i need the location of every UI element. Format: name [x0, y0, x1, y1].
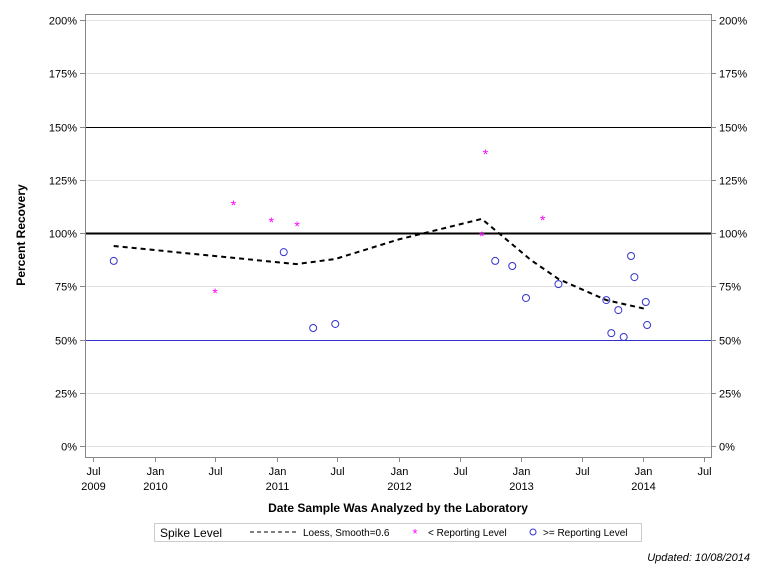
x-tick-year-label: 2013 [509, 481, 533, 493]
star-point: * [479, 228, 485, 244]
data-marks: * * * * * * * [109, 146, 652, 341]
loess-line [113, 217, 647, 310]
x-tick-label: Jul [453, 466, 467, 478]
y-tick-label-left: 175% [49, 69, 77, 81]
circle-point [643, 321, 652, 330]
y-tick-label-right: 25% [719, 389, 741, 401]
legend-loess-label: Loess, Smooth=0.6 [303, 528, 390, 539]
legend-title: Spike Level [160, 526, 222, 540]
y-tick-label-left: 25% [55, 389, 77, 401]
y-tick-label-right: 200% [719, 16, 747, 28]
circle-point [630, 273, 639, 282]
y-tick-label-left: 100% [49, 229, 77, 241]
circle-point [508, 262, 517, 271]
circle-point [331, 319, 340, 328]
x-tick-year-label: 2014 [631, 481, 655, 493]
x-tick-label: Jan [513, 466, 531, 478]
circle-point [627, 252, 636, 261]
circle-point [614, 306, 623, 315]
star-point: * [540, 212, 546, 228]
legend-circle-label: >= Reporting Level [543, 528, 628, 539]
y-tick-label-left: 200% [49, 16, 77, 28]
x-tick-label: Jul [330, 466, 344, 478]
y-tick-label-right: 175% [719, 69, 747, 81]
y-tick-label-left: 75% [55, 282, 77, 294]
x-tick-label: Jan [391, 466, 409, 478]
legend: Spike Level Loess, Smooth=0.6 * < Report… [154, 523, 642, 542]
circle-point [602, 296, 611, 305]
x-tick-year-label: 2012 [387, 481, 411, 493]
legend-star-label: < Reporting Level [428, 528, 507, 539]
x-tick-year-label: 2010 [143, 481, 167, 493]
y-tick-label-left: 50% [55, 336, 77, 348]
y-tick-label-right: 150% [719, 123, 747, 135]
circle-point [607, 329, 616, 338]
star-point: * [231, 197, 237, 213]
x-tick-label: Jan [269, 466, 287, 478]
circle-point [619, 332, 628, 341]
reference-lines [85, 127, 711, 341]
circle-point [491, 256, 500, 265]
circle-point [309, 323, 318, 332]
circle-point [109, 256, 118, 265]
y-tick-label-left: 150% [49, 123, 77, 135]
circle-point [279, 248, 288, 257]
y-tick-label-left: 125% [49, 176, 77, 188]
circle-point [554, 280, 563, 289]
x-tick-label: Jul [697, 466, 711, 478]
x-tick-label: Jul [208, 466, 222, 478]
x-tick-label: Jan [147, 466, 165, 478]
x-tick-label: Jul [575, 466, 589, 478]
y-tick-label-right: 50% [719, 336, 741, 348]
x-tick-year-label: 2011 [266, 481, 290, 493]
y-axis: 0% 0% 25% 25% 50% 50% 75% 75% 100% 100% 125% 125% 15… [49, 16, 747, 454]
y-axis-label: Percent Recovery [14, 184, 28, 286]
y-tick-label-right: 125% [719, 176, 747, 188]
star-point: * [294, 218, 300, 234]
plot-frame [85, 14, 712, 458]
x-tick-label: Jan [635, 466, 653, 478]
legend-star-swatch: * [412, 526, 417, 541]
updated-footnote: Updated: 10/08/2014 [647, 552, 750, 564]
x-tick-label: Jul [86, 466, 100, 478]
star-point: * [212, 285, 218, 301]
x-axis: Jul 2009 Jan 2010 Jul Jan 2011 Jul Jan 2012 Jul Jan… [81, 457, 712, 493]
star-point: * [483, 146, 489, 162]
circle-point [521, 293, 530, 302]
y-tick-label-left: 0% [61, 442, 77, 454]
y-tick-label-right: 75% [719, 282, 741, 294]
star-point: * [269, 214, 275, 230]
legend-frame [154, 523, 642, 542]
x-tick-year-label: 2009 [81, 481, 105, 493]
circle-point [641, 298, 650, 307]
y-tick-label-right: 0% [719, 442, 735, 454]
y-tick-label-right: 100% [719, 229, 747, 241]
legend-circle-swatch [529, 528, 537, 536]
x-axis-label: Date Sample Was Analyzed by the Laborato… [268, 501, 528, 515]
